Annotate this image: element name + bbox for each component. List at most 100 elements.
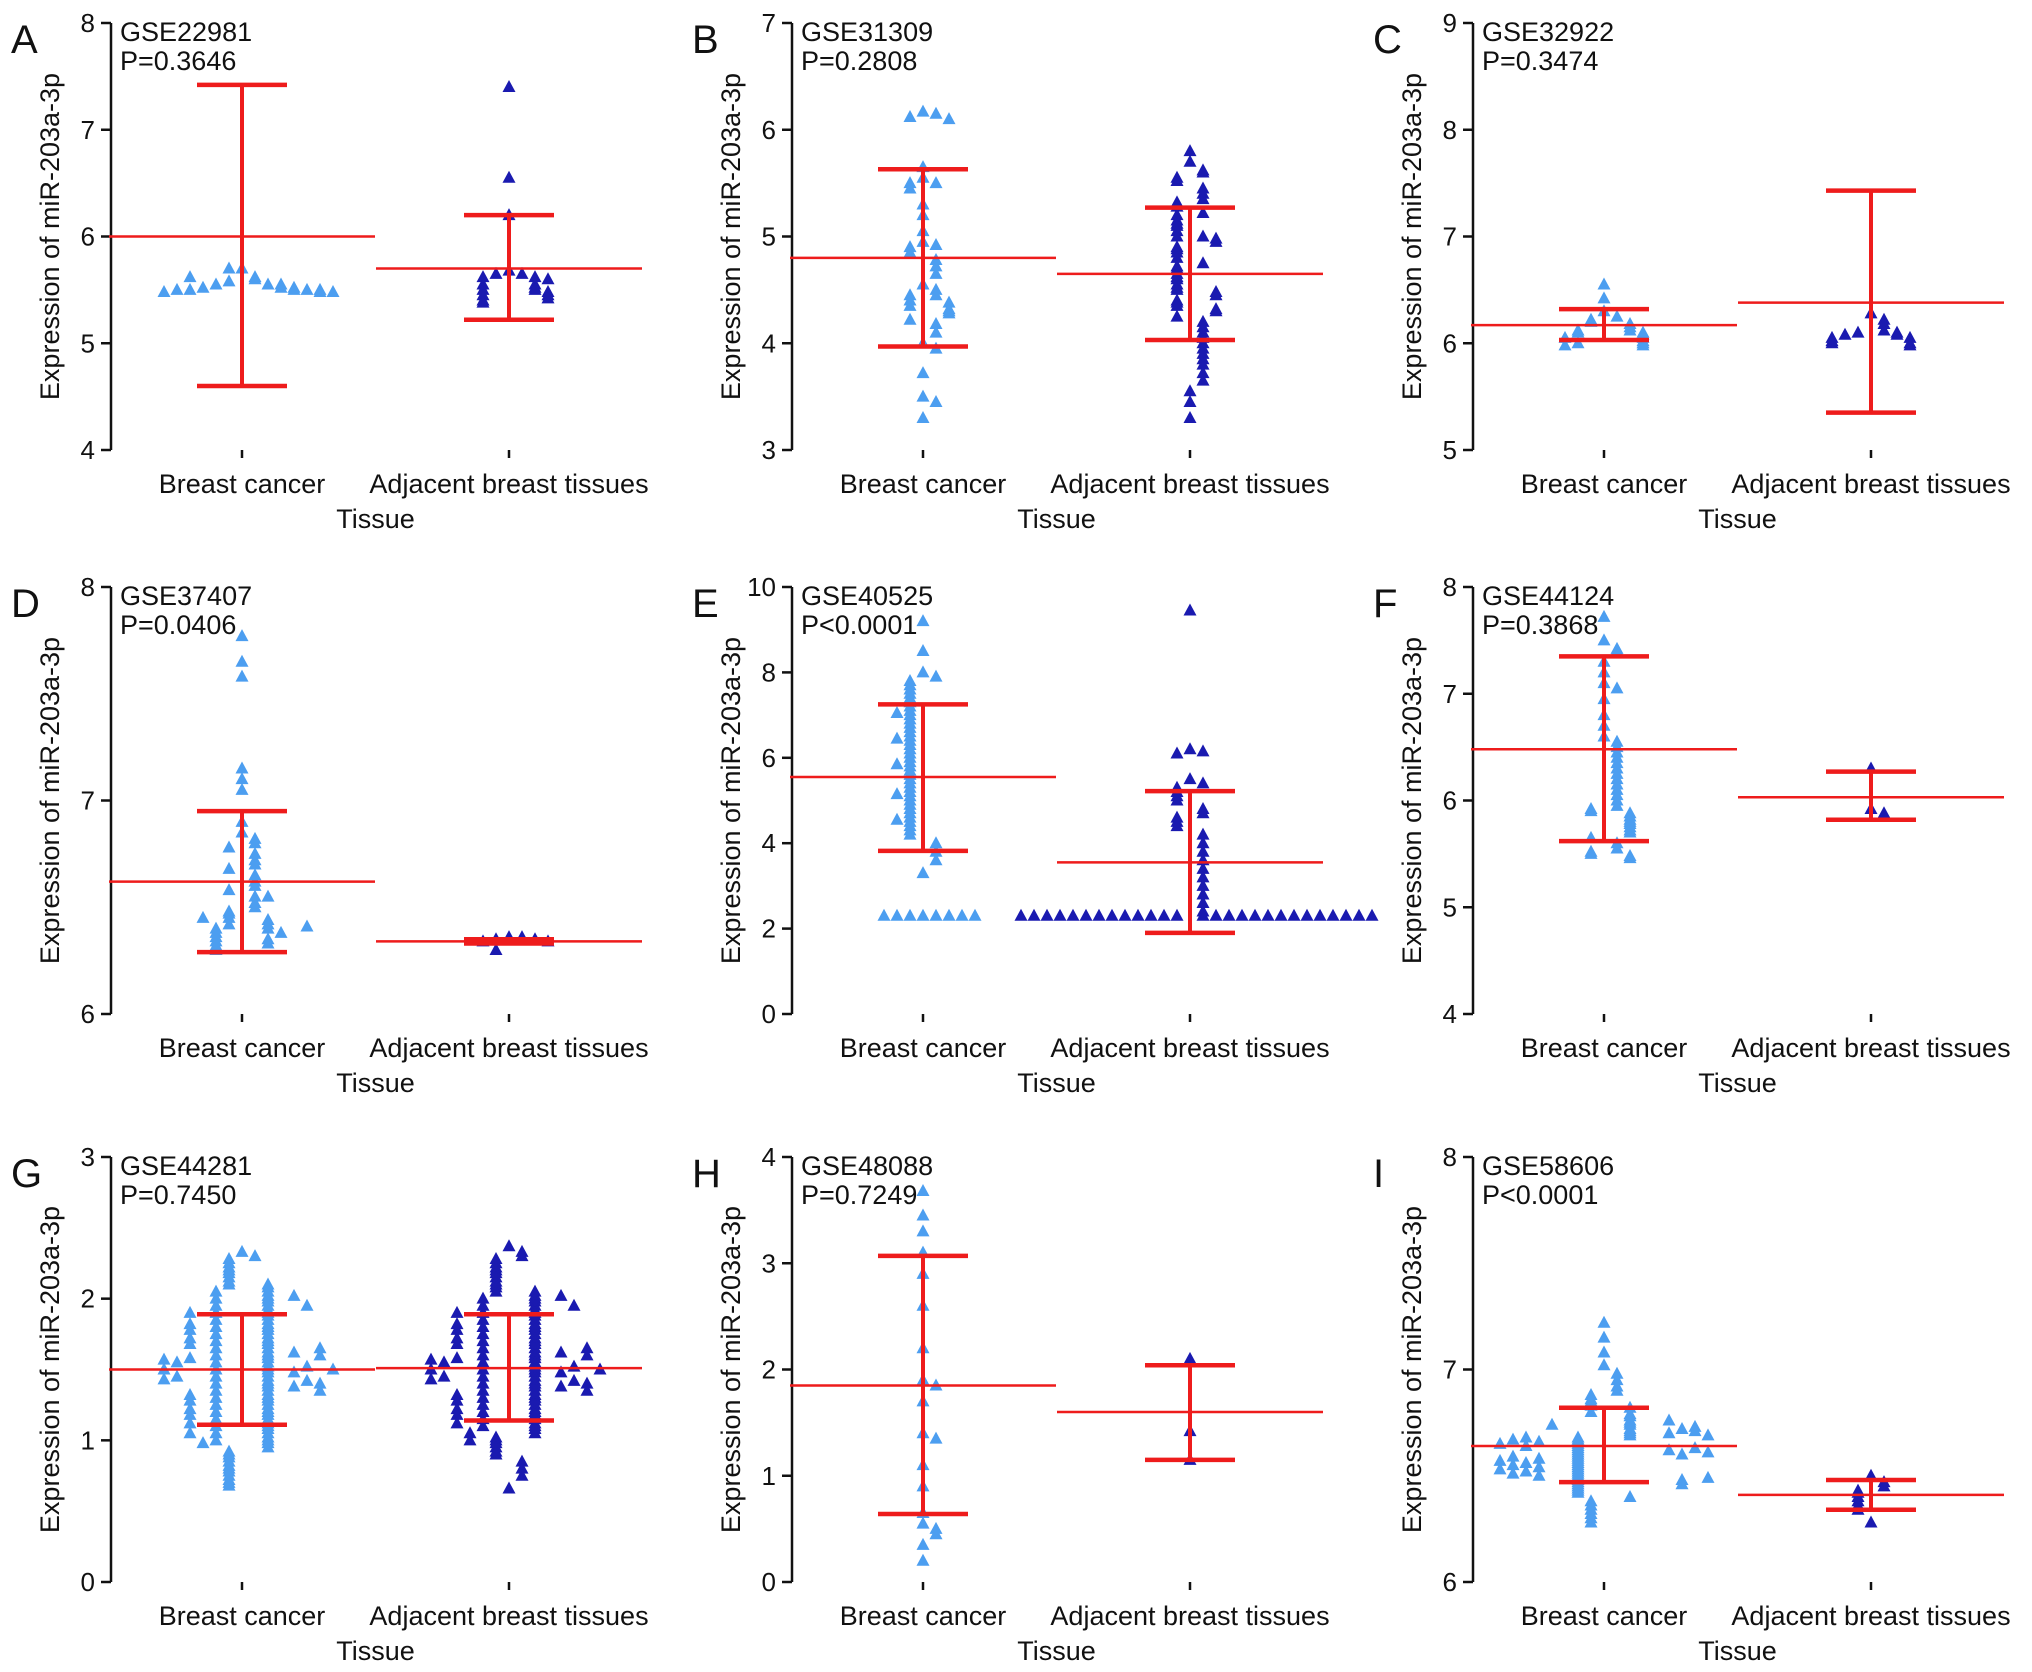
data-point (489, 1447, 503, 1460)
data-point (476, 1369, 490, 1382)
data-point (528, 270, 542, 283)
data-point (248, 272, 262, 285)
data-point (209, 1334, 223, 1347)
data-point (916, 389, 930, 402)
data-point (1183, 410, 1197, 423)
data-point (1196, 861, 1210, 874)
data-point (248, 900, 262, 913)
data-point (1014, 908, 1028, 921)
y-tick-label: 6 (762, 115, 776, 145)
data-point (261, 889, 275, 902)
data-point (1300, 908, 1314, 921)
data-point (929, 288, 943, 301)
x-category-label: Adjacent breast tissues (1731, 1601, 2010, 1631)
data-point (1170, 173, 1184, 186)
data-point (903, 312, 917, 325)
data-point (1235, 908, 1249, 921)
y-axis-title: Expression of miR-203a-3p (716, 73, 746, 400)
data-point (196, 910, 210, 923)
x-category-label: Breast cancer (159, 1601, 326, 1631)
dataset-label: GSE48088 (801, 1151, 933, 1181)
y-tick-label: 7 (1443, 222, 1457, 252)
data-point (1222, 908, 1236, 921)
data-point (157, 285, 171, 298)
data-point (502, 80, 516, 93)
data-point (170, 282, 184, 295)
data-point (300, 1298, 314, 1311)
y-tick-label: 4 (762, 328, 776, 358)
data-point (1170, 298, 1184, 311)
data-point (916, 908, 930, 921)
p-value-label: P=0.7249 (801, 1180, 917, 1210)
data-point (287, 1345, 301, 1358)
data-point (502, 170, 516, 183)
data-point (528, 282, 542, 295)
data-point (1196, 165, 1210, 178)
data-point (1519, 1430, 1533, 1443)
data-point (916, 665, 930, 678)
data-point (1877, 317, 1891, 330)
data-point (1610, 1373, 1624, 1386)
data-point (1675, 1422, 1689, 1434)
data-point (209, 1320, 223, 1332)
data-point (209, 1397, 223, 1410)
p-value-label: P<0.0001 (1482, 1180, 1598, 1210)
data-point (1196, 206, 1210, 219)
data-point (1610, 1366, 1624, 1379)
data-point (1170, 819, 1184, 832)
y-tick-label: 2 (762, 1355, 776, 1385)
data-point (1623, 851, 1637, 864)
data-point (209, 1348, 223, 1361)
data-point (300, 1373, 314, 1386)
data-point (916, 1208, 930, 1221)
p-value-label: P=0.3474 (1482, 46, 1598, 76)
data-point (877, 908, 891, 921)
data-point (1196, 373, 1210, 386)
data-point (1851, 325, 1865, 338)
data-point (1183, 1351, 1197, 1364)
dataset-label: GSE44124 (1482, 581, 1614, 611)
data-point (450, 1317, 464, 1330)
panel-letter: C (1373, 18, 1402, 62)
data-point (183, 1331, 197, 1344)
data-point (261, 1440, 275, 1453)
data-point (929, 836, 943, 849)
data-point (1662, 1426, 1676, 1439)
data-point (476, 1291, 490, 1304)
data-point (916, 1184, 930, 1196)
data-point (1675, 1477, 1689, 1490)
data-point (1196, 366, 1210, 379)
data-point (313, 1376, 327, 1389)
p-value-label: P<0.0001 (801, 610, 917, 640)
data-point (541, 272, 555, 285)
data-point (476, 1320, 490, 1332)
data-point (1287, 908, 1301, 921)
y-tick-label: 3 (81, 1142, 95, 1172)
data-point (476, 1298, 490, 1311)
data-point (476, 1383, 490, 1396)
y-tick-label: 3 (762, 1248, 776, 1278)
data-point (157, 1352, 171, 1365)
data-point (1196, 357, 1210, 370)
data-point (1183, 742, 1197, 755)
data-point (209, 1284, 223, 1297)
x-axis-title: Tissue (1017, 1636, 1096, 1666)
data-point (1248, 908, 1262, 921)
data-point (222, 1277, 236, 1290)
data-point (235, 654, 249, 667)
data-point (528, 1426, 542, 1439)
data-point (209, 1298, 223, 1311)
data-point (929, 106, 943, 119)
y-tick-label: 7 (81, 115, 95, 145)
data-point (1196, 895, 1210, 908)
data-point (1584, 846, 1598, 859)
data-point (916, 1224, 930, 1237)
data-point (1196, 229, 1210, 242)
y-tick-label: 2 (81, 1284, 95, 1314)
data-point (1313, 908, 1327, 921)
